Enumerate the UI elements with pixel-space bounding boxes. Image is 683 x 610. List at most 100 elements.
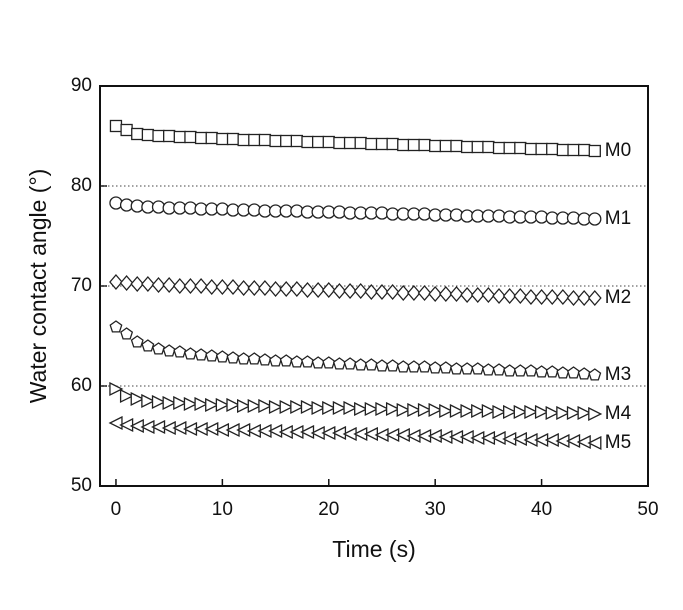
marker (236, 280, 251, 296)
y-axis-title: Water contact angle (°) (25, 169, 51, 404)
marker (248, 133, 261, 147)
marker (438, 286, 453, 302)
marker (109, 320, 123, 333)
marker (173, 395, 188, 411)
marker (205, 131, 218, 145)
marker (481, 363, 495, 376)
marker (321, 282, 336, 298)
marker (407, 402, 422, 418)
series-label: M1 (605, 208, 631, 229)
marker (226, 132, 240, 146)
series-label: M4 (605, 403, 632, 424)
marker (418, 138, 431, 152)
marker (588, 212, 602, 226)
x-tick-label: 20 (318, 499, 339, 520)
marker (311, 135, 325, 149)
marker (194, 396, 209, 412)
marker (492, 363, 506, 376)
marker (226, 279, 240, 295)
marker (183, 278, 198, 294)
x-tick-label: 0 (111, 499, 122, 520)
marker (513, 364, 527, 377)
marker (450, 139, 463, 153)
marker (566, 290, 581, 306)
marker (130, 276, 145, 292)
marker (119, 275, 134, 291)
marker (385, 284, 400, 300)
marker (333, 136, 346, 150)
marker (524, 289, 538, 305)
marker (396, 402, 411, 418)
marker (152, 129, 165, 143)
marker (460, 287, 474, 303)
marker (460, 362, 474, 375)
marker (481, 403, 496, 419)
marker (354, 136, 367, 150)
marker (290, 399, 305, 415)
marker (141, 339, 155, 352)
marker (396, 285, 411, 301)
marker (556, 366, 570, 379)
marker (407, 360, 421, 373)
marker (567, 143, 580, 157)
marker (162, 344, 176, 357)
marker (343, 136, 357, 150)
marker (439, 139, 452, 153)
marker (247, 398, 262, 414)
marker (109, 119, 123, 133)
marker (492, 404, 507, 420)
marker (354, 358, 368, 371)
marker (173, 130, 186, 144)
marker (449, 362, 463, 375)
marker (332, 400, 347, 416)
marker (194, 131, 208, 145)
marker (226, 351, 240, 364)
marker (556, 143, 570, 157)
marker (108, 415, 123, 431)
marker (385, 401, 401, 417)
x-tick-label: 30 (425, 499, 446, 520)
y-tick-label: 70 (71, 275, 92, 296)
marker (386, 359, 400, 372)
marker (247, 280, 262, 296)
marker (322, 356, 336, 369)
series-label: M3 (605, 364, 631, 385)
marker (418, 360, 432, 373)
marker (237, 398, 252, 414)
marker (130, 335, 144, 348)
marker (556, 405, 571, 421)
marker (258, 280, 272, 296)
marker (545, 289, 560, 305)
marker (460, 140, 474, 154)
marker (141, 393, 156, 409)
marker (130, 391, 145, 407)
marker (141, 276, 155, 292)
marker (226, 397, 241, 413)
marker (258, 398, 273, 414)
x-tick-label: 10 (212, 499, 233, 520)
marker (577, 405, 592, 421)
marker (546, 142, 559, 156)
marker (524, 404, 539, 420)
marker (258, 353, 272, 366)
marker (301, 355, 314, 368)
marker (375, 284, 389, 300)
marker (184, 130, 197, 144)
marker (215, 350, 229, 363)
marker (215, 397, 230, 413)
marker (524, 364, 538, 377)
marker (205, 397, 220, 413)
marker (183, 396, 198, 412)
marker (503, 364, 517, 377)
marker (151, 394, 166, 410)
series-label: M0 (605, 140, 631, 161)
marker (428, 402, 443, 418)
marker (247, 352, 261, 365)
marker (290, 355, 304, 368)
marker (109, 274, 123, 290)
marker (109, 381, 124, 397)
marker (300, 282, 315, 298)
marker (237, 352, 251, 365)
marker (162, 395, 177, 411)
